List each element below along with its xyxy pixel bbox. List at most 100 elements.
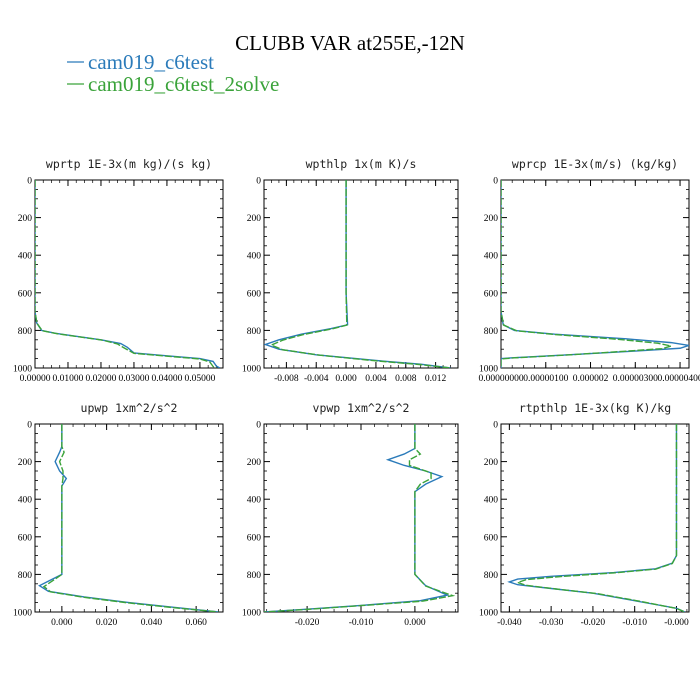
panel-2-ytick-label-0: 0 [493,177,498,187]
panel-2-xtick-label-4: 0.00000400 [657,374,700,384]
panel-1: wpthlp 1x(m K)/s 0 200 400 600 800 1000 -0.008-… [242,157,459,384]
legend: cam019_c6test cam019_c6test_2solve [67,50,279,96]
panel-0-ytick-label-5: 1000 [13,365,32,375]
panel-5-xtick-label-3: -0.010 [622,618,647,628]
panel-5-xtick-label-4: -0.000 [664,618,689,628]
panel-4-xtick-label-0: -0.020 [295,618,320,628]
panel-2-frame [500,179,690,369]
panel-5-xtick-label-2: -0.020 [581,618,606,628]
panel-1-frame [263,179,459,369]
panel-2-xtick-label-3: 0.00000300 [613,374,658,384]
panel-5-xtick-label-0: -0.040 [497,618,522,628]
panel-0-xtick-label-2: 0.02000 [86,374,117,384]
panel-0-ytick-label-0: 0 [27,177,32,187]
panel-1-ytick-label-0: 0 [256,177,261,187]
panel-1-ytick-label-2: 400 [247,252,262,262]
panel-4-frame [263,423,459,613]
panel-5-series-0 [507,424,686,612]
panel-2-xtick-label-2: 0.000002 [573,374,609,384]
panel-1-series-0 [264,180,451,368]
panel-2-ytick-label-1: 200 [484,214,499,224]
panel-3-series-0 [38,424,219,612]
panel-3-ytick-label-5: 1000 [13,609,32,619]
panel-2-ytick-label-4: 800 [484,327,499,337]
panel-2-ytick-label-3: 600 [484,289,499,299]
panel-4-ytick-label-2: 400 [247,496,262,506]
panel-1-title: wpthlp 1x(m K)/s [306,157,417,171]
panel-2-series-0 [501,180,689,368]
panel-1-ytick-label-1: 200 [247,214,262,224]
panel-3-ytick-label-0: 0 [27,421,32,431]
panel-0-ytick-label-3: 600 [18,289,33,299]
panel-5-series-1 [515,424,686,612]
panel-5-ytick-label-1: 200 [484,458,499,468]
panel-0-ytick-label-4: 800 [18,327,33,337]
panel-1-xtick-label-2: 0.000 [335,374,357,384]
panel-3-ytick-label-2: 400 [18,496,33,506]
panel-0-frame [34,179,224,369]
panel-0-xtick-label-0: 0.00000 [20,374,51,384]
panel-5-ytick-label-3: 600 [484,533,499,543]
panel-4-ytick-label-5: 1000 [242,609,261,619]
panel-4-ytick-label-1: 200 [247,458,262,468]
panel-5-xtick-label-1: -0.030 [539,618,564,628]
panel-1-series-1 [269,180,451,368]
panel-3-xtick-label-2: 0.040 [141,618,163,628]
legend-label-0: cam019_c6test [88,50,214,74]
panel-2-ytick-label-2: 400 [484,252,499,262]
panel-3-ytick-label-4: 800 [18,571,33,581]
panel-5-frame [500,423,690,613]
panel-2-xtick-label-0: 0.00000000 [478,374,523,384]
figure-title: CLUBB VAR at255E,-12N [235,31,465,55]
panel-2: wprcp 1E-3x(m/s) (kg/kg) 0 200 400 600 800 100… [478,157,700,384]
panel-1-ytick-label-3: 600 [247,289,262,299]
panel-4-series-0 [264,424,450,612]
panel-3-xtick-label-3: 0.060 [185,618,207,628]
panel-2-title: wprcp 1E-3x(m/s) (kg/kg) [512,157,678,171]
panel-0-ytick-label-2: 400 [18,252,33,262]
panel-4-series-1 [264,424,456,612]
panel-1-xtick-label-1: -0.004 [304,374,329,384]
panels: wprtp 1E-3x(m kg)/(s kg) 0 200 400 600 800 100… [13,157,700,628]
panel-1-ytick-label-5: 1000 [242,365,261,375]
panel-0-series-1 [35,180,217,368]
panel-0-xtick-label-1: 0.01000 [53,374,84,384]
panel-5-ytick-label-5: 1000 [479,609,498,619]
panel-1-xtick-label-0: -0.008 [274,374,299,384]
panel-1-ytick-label-4: 800 [247,327,262,337]
panel-4-xtick-label-1: -0.010 [349,618,374,628]
panel-5: rtpthlp 1E-3x(kg K)/kg02004006008001000-… [479,401,690,628]
panel-0-title: wprtp 1E-3x(m kg)/(s kg) [46,157,212,171]
panel-2-ytick-label-5: 1000 [479,365,498,375]
panel-5-title: rtpthlp 1E-3x(kg K)/kg [519,401,671,415]
panel-2-series-1 [501,180,672,368]
panel-5-ytick-label-2: 400 [484,496,499,506]
panel-3-frame [34,423,224,613]
panel-4-ytick-label-4: 800 [247,571,262,581]
panel-5-ytick-label-0: 0 [493,421,498,431]
panel-0-xtick-label-3: 0.03000 [119,374,150,384]
panel-1-xtick-label-3: 0.004 [365,374,387,384]
panel-3: upwp 1xm^2/s^2 0 200 400 600 800 1000 0.000 0.02… [13,401,224,628]
panel-4-ytick-label-3: 600 [247,533,262,543]
panel-3-xtick-label-0: 0.000 [51,618,73,628]
panel-4-title: vpwp 1xm^2/s^2 [313,401,410,415]
panel-0-ytick-label-1: 200 [18,214,33,224]
panel-0-xtick-label-4: 0.04000 [151,374,182,384]
panel-3-ytick-label-1: 200 [18,458,33,468]
panel-4-ytick-label-0: 0 [256,421,261,431]
panel-1-xtick-label-4: 0.008 [395,374,417,384]
panel-1-xtick-label-5: 0.012 [425,374,447,384]
panel-0-series-0 [35,180,221,368]
panel-2-xtick-label-1: 0.00000100 [523,374,568,384]
panel-3-title: upwp 1xm^2/s^2 [81,401,178,415]
panel-3-ytick-label-3: 600 [18,533,33,543]
panel-0: wprtp 1E-3x(m kg)/(s kg) 0 200 400 600 800 100… [13,157,224,384]
panel-5-ytick-label-4: 800 [484,571,499,581]
panel-4-xtick-label-2: 0.000 [404,618,426,628]
panel-3-xtick-label-1: 0.020 [96,618,118,628]
panel-0-xtick-label-5: 0.05000 [184,374,215,384]
panel-4: vpwp 1xm^2/s^2 0 200 400 600 800 1000 -0.020 -0.… [242,401,459,628]
panel-3-series-1 [42,424,219,612]
